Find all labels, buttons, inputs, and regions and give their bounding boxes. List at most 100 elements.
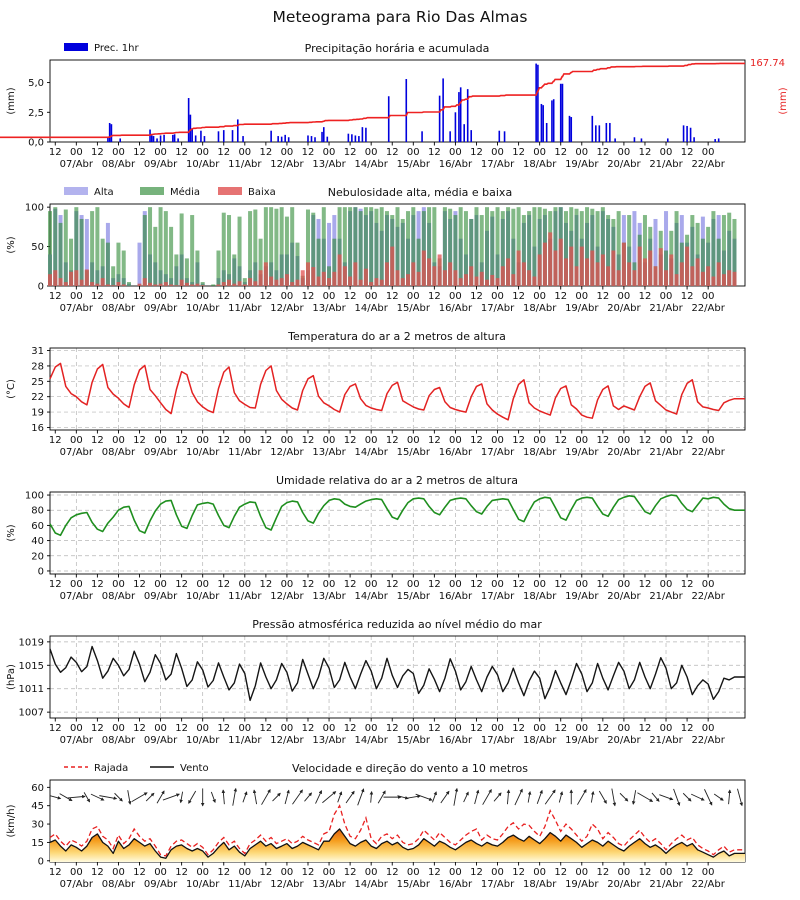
date-label: 12/Abr: [270, 735, 304, 746]
legend-swatch-media: [140, 187, 164, 195]
svg-text:00: 00: [70, 579, 83, 590]
svg-text:00: 00: [365, 579, 378, 590]
date-label: 11/Abr: [228, 303, 262, 314]
data-line: [49, 645, 745, 702]
date-label: 20/Abr: [607, 879, 641, 890]
svg-text:12: 12: [596, 435, 609, 446]
svg-text:00: 00: [660, 147, 673, 158]
panel-title-humidity: Umidade relativa do ar a 2 metros de alt…: [276, 474, 518, 487]
svg-text:12: 12: [49, 723, 62, 734]
svg-text:12: 12: [49, 435, 62, 446]
svg-text:12: 12: [596, 291, 609, 302]
pressure-chart: 1007 1011 1015 1019 12 00 12 00 12 00 12 00 12 00 12 00…: [6, 618, 746, 746]
svg-text:80: 80: [31, 506, 44, 517]
date-label: 20/Abr: [607, 591, 641, 602]
svg-text:50: 50: [31, 242, 44, 253]
svg-text:12: 12: [344, 723, 357, 734]
svg-text:12: 12: [681, 867, 694, 878]
y-axis-ticks: 1007 1011 1015 1019: [19, 637, 50, 719]
svg-text:100: 100: [25, 491, 44, 502]
panel-temperature: 16 19 22 25 28 31 12 00 12 00 12 00 12 00 12 00 12 00 12 00…: [0, 320, 800, 464]
svg-text:20: 20: [31, 551, 44, 562]
panel-pressure: 1007 1011 1015 1019 12 00 12 00 12 00 12 00 12 00 12 00…: [0, 608, 800, 752]
date-label: 12/Abr: [270, 879, 304, 890]
svg-text:12: 12: [639, 147, 652, 158]
svg-text:12: 12: [428, 147, 441, 158]
date-label: 13/Abr: [312, 879, 346, 890]
y-axis-label-percent: (%): [6, 524, 17, 541]
page-title: Meteograma para Rio Das Almas: [272, 8, 528, 26]
date-label: 11/Abr: [228, 879, 262, 890]
svg-text:12: 12: [386, 147, 399, 158]
date-label: 14/Abr: [354, 447, 388, 458]
svg-text:1015: 1015: [19, 661, 44, 672]
date-label: 18/Abr: [523, 735, 557, 746]
svg-text:2,5: 2,5: [28, 108, 44, 119]
panel-title-precipitation: Precipitação horária e acumulada: [305, 42, 490, 55]
svg-text:12: 12: [681, 579, 694, 590]
svg-text:12: 12: [175, 291, 188, 302]
svg-text:00: 00: [238, 291, 251, 302]
svg-text:00: 00: [533, 435, 546, 446]
svg-text:12: 12: [596, 723, 609, 734]
date-label: 14/Abr: [354, 591, 388, 602]
svg-text:00: 00: [323, 291, 336, 302]
svg-text:00: 00: [533, 723, 546, 734]
svg-text:1007: 1007: [19, 708, 44, 719]
svg-text:12: 12: [302, 723, 315, 734]
date-label: 15/Abr: [397, 591, 431, 602]
svg-text:12: 12: [386, 867, 399, 878]
svg-text:12: 12: [554, 291, 567, 302]
svg-text:12: 12: [596, 579, 609, 590]
panel-humidity: 0 20 40 60 80 100 12 00 12 00 12 00 12 00 12 00 12 00 12 00…: [0, 464, 800, 608]
svg-text:00: 00: [238, 147, 251, 158]
date-label: 21/Abr: [649, 447, 683, 458]
date-label: 09/Abr: [144, 879, 178, 890]
svg-text:12: 12: [428, 579, 441, 590]
y-axis-label-percent: (%): [6, 236, 17, 253]
svg-text:00: 00: [533, 579, 546, 590]
legend-swatch-alta: [64, 187, 88, 195]
svg-text:00: 00: [575, 147, 588, 158]
svg-text:60: 60: [31, 521, 44, 532]
right-y-axis-label-mm: (mm): [778, 87, 789, 114]
svg-text:12: 12: [596, 867, 609, 878]
date-label: 07/Abr: [60, 735, 94, 746]
legend-label-alta: Alta: [94, 187, 114, 198]
x-axis-ticks: 12 00 12 00 12 00 12 00 12 00 12 00 12 00 12 00 12 00 12 00…: [49, 862, 726, 890]
svg-text:00: 00: [112, 867, 125, 878]
legend-swatch-baixa: [218, 187, 242, 195]
date-label: 10/Abr: [186, 735, 220, 746]
svg-text:12: 12: [175, 435, 188, 446]
svg-text:12: 12: [470, 723, 483, 734]
y-axis-ticks: 16 19 22 25 28 31: [31, 346, 50, 434]
accumulated-line: [0, 62, 745, 139]
svg-text:31: 31: [31, 346, 44, 357]
date-label: 16/Abr: [439, 159, 473, 170]
svg-text:12: 12: [302, 867, 315, 878]
date-label: 20/Abr: [607, 159, 641, 170]
svg-text:00: 00: [112, 435, 125, 446]
svg-text:12: 12: [344, 579, 357, 590]
legend-label-media: Média: [170, 186, 200, 198]
svg-text:00: 00: [407, 147, 420, 158]
svg-text:12: 12: [49, 147, 62, 158]
y-axis-label-celsius: (°C): [6, 379, 17, 399]
date-label: 12/Abr: [270, 591, 304, 602]
date-label: 10/Abr: [186, 591, 220, 602]
svg-text:12: 12: [554, 867, 567, 878]
svg-text:00: 00: [618, 723, 631, 734]
svg-text:12: 12: [175, 723, 188, 734]
x-axis-ticks: 12 00 12 00 12 00 12 00 12 00 12 00 12 00 12 00 12 00 12 00…: [49, 574, 726, 602]
svg-text:12: 12: [302, 579, 315, 590]
wind-fill: [50, 829, 745, 862]
date-label: 15/Abr: [397, 303, 431, 314]
svg-text:60: 60: [31, 783, 44, 794]
svg-text:0: 0: [38, 566, 44, 577]
date-label: 09/Abr: [144, 303, 178, 314]
svg-text:00: 00: [491, 147, 504, 158]
svg-text:12: 12: [639, 435, 652, 446]
svg-text:00: 00: [323, 579, 336, 590]
svg-text:00: 00: [365, 147, 378, 158]
